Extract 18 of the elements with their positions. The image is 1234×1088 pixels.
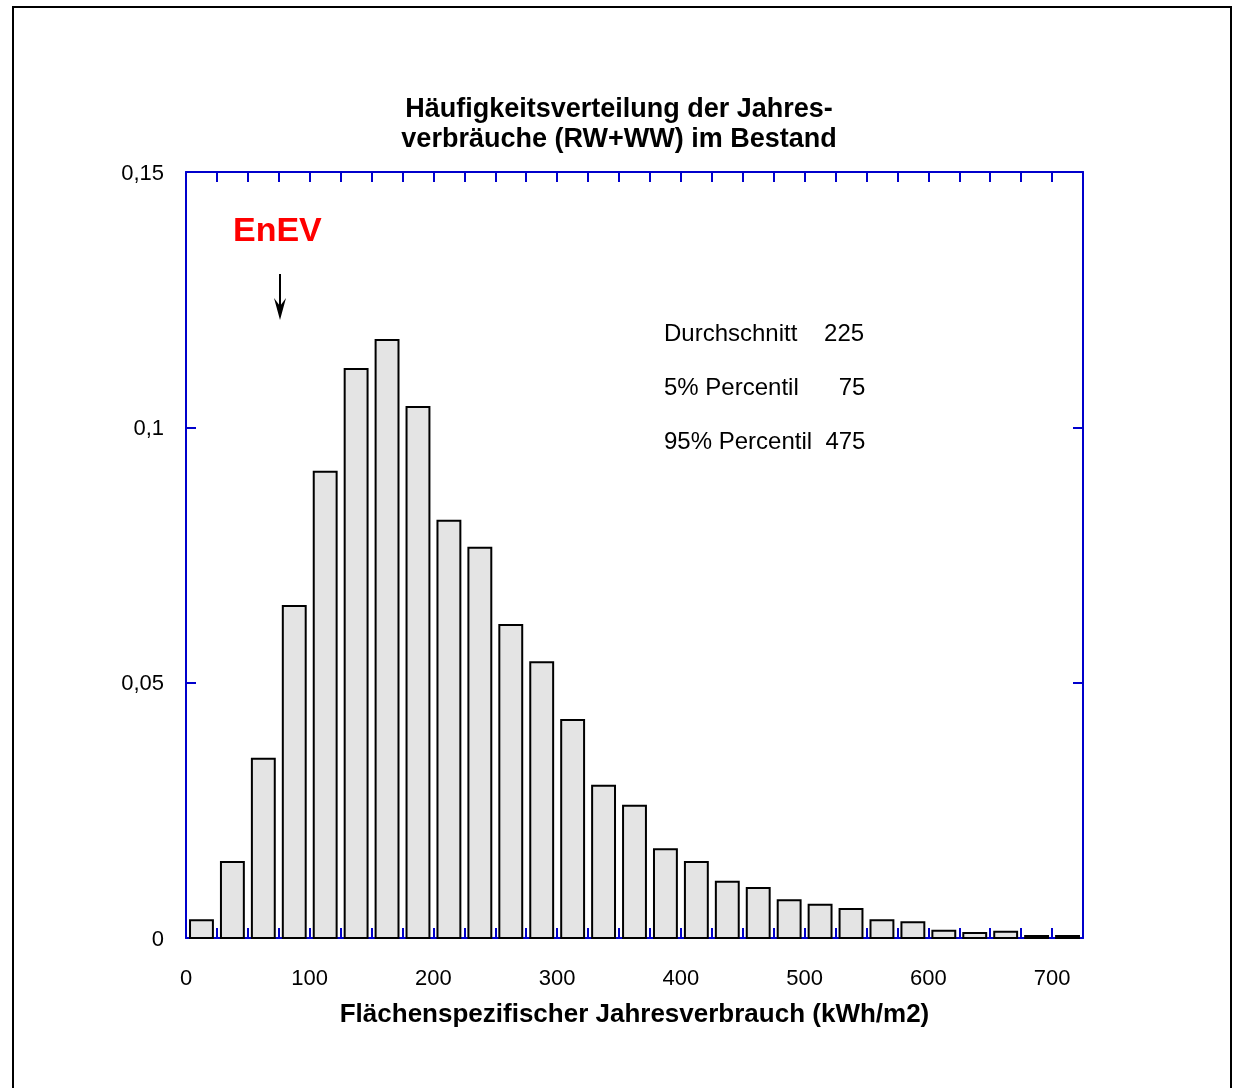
y-tick-label: 0,1: [133, 414, 164, 440]
x-tick-label: 400: [662, 964, 700, 990]
x-tick-label: 700: [1033, 964, 1071, 990]
annotation: EnEV: [233, 210, 323, 248]
x-tick-label: 300: [538, 964, 576, 990]
x-axis-title: Flächenspezifischer Jahresverbrauch (kWh/m2): [339, 998, 930, 1028]
y-tick-label: 0,15: [121, 159, 164, 185]
x-tick-label: 100: [291, 964, 329, 990]
y-tick-label: 0,05: [121, 670, 164, 696]
chart-title: Häufigkeitsverteilung der Jahres- verbräuche (RW+WW) im Bestand: [401, 93, 837, 153]
y-tick-label: 0: [151, 925, 164, 951]
x-tick-label: 200: [415, 964, 452, 990]
annotation: 5% Percentil 75: [664, 372, 866, 400]
x-tick-label: 0: [179, 964, 193, 990]
annotation: Durchschnitt 225: [664, 318, 865, 346]
x-tick-label: 600: [909, 964, 947, 990]
x-tick-label: 500: [786, 964, 823, 990]
annotation: 95% Percentil 475: [664, 426, 866, 454]
